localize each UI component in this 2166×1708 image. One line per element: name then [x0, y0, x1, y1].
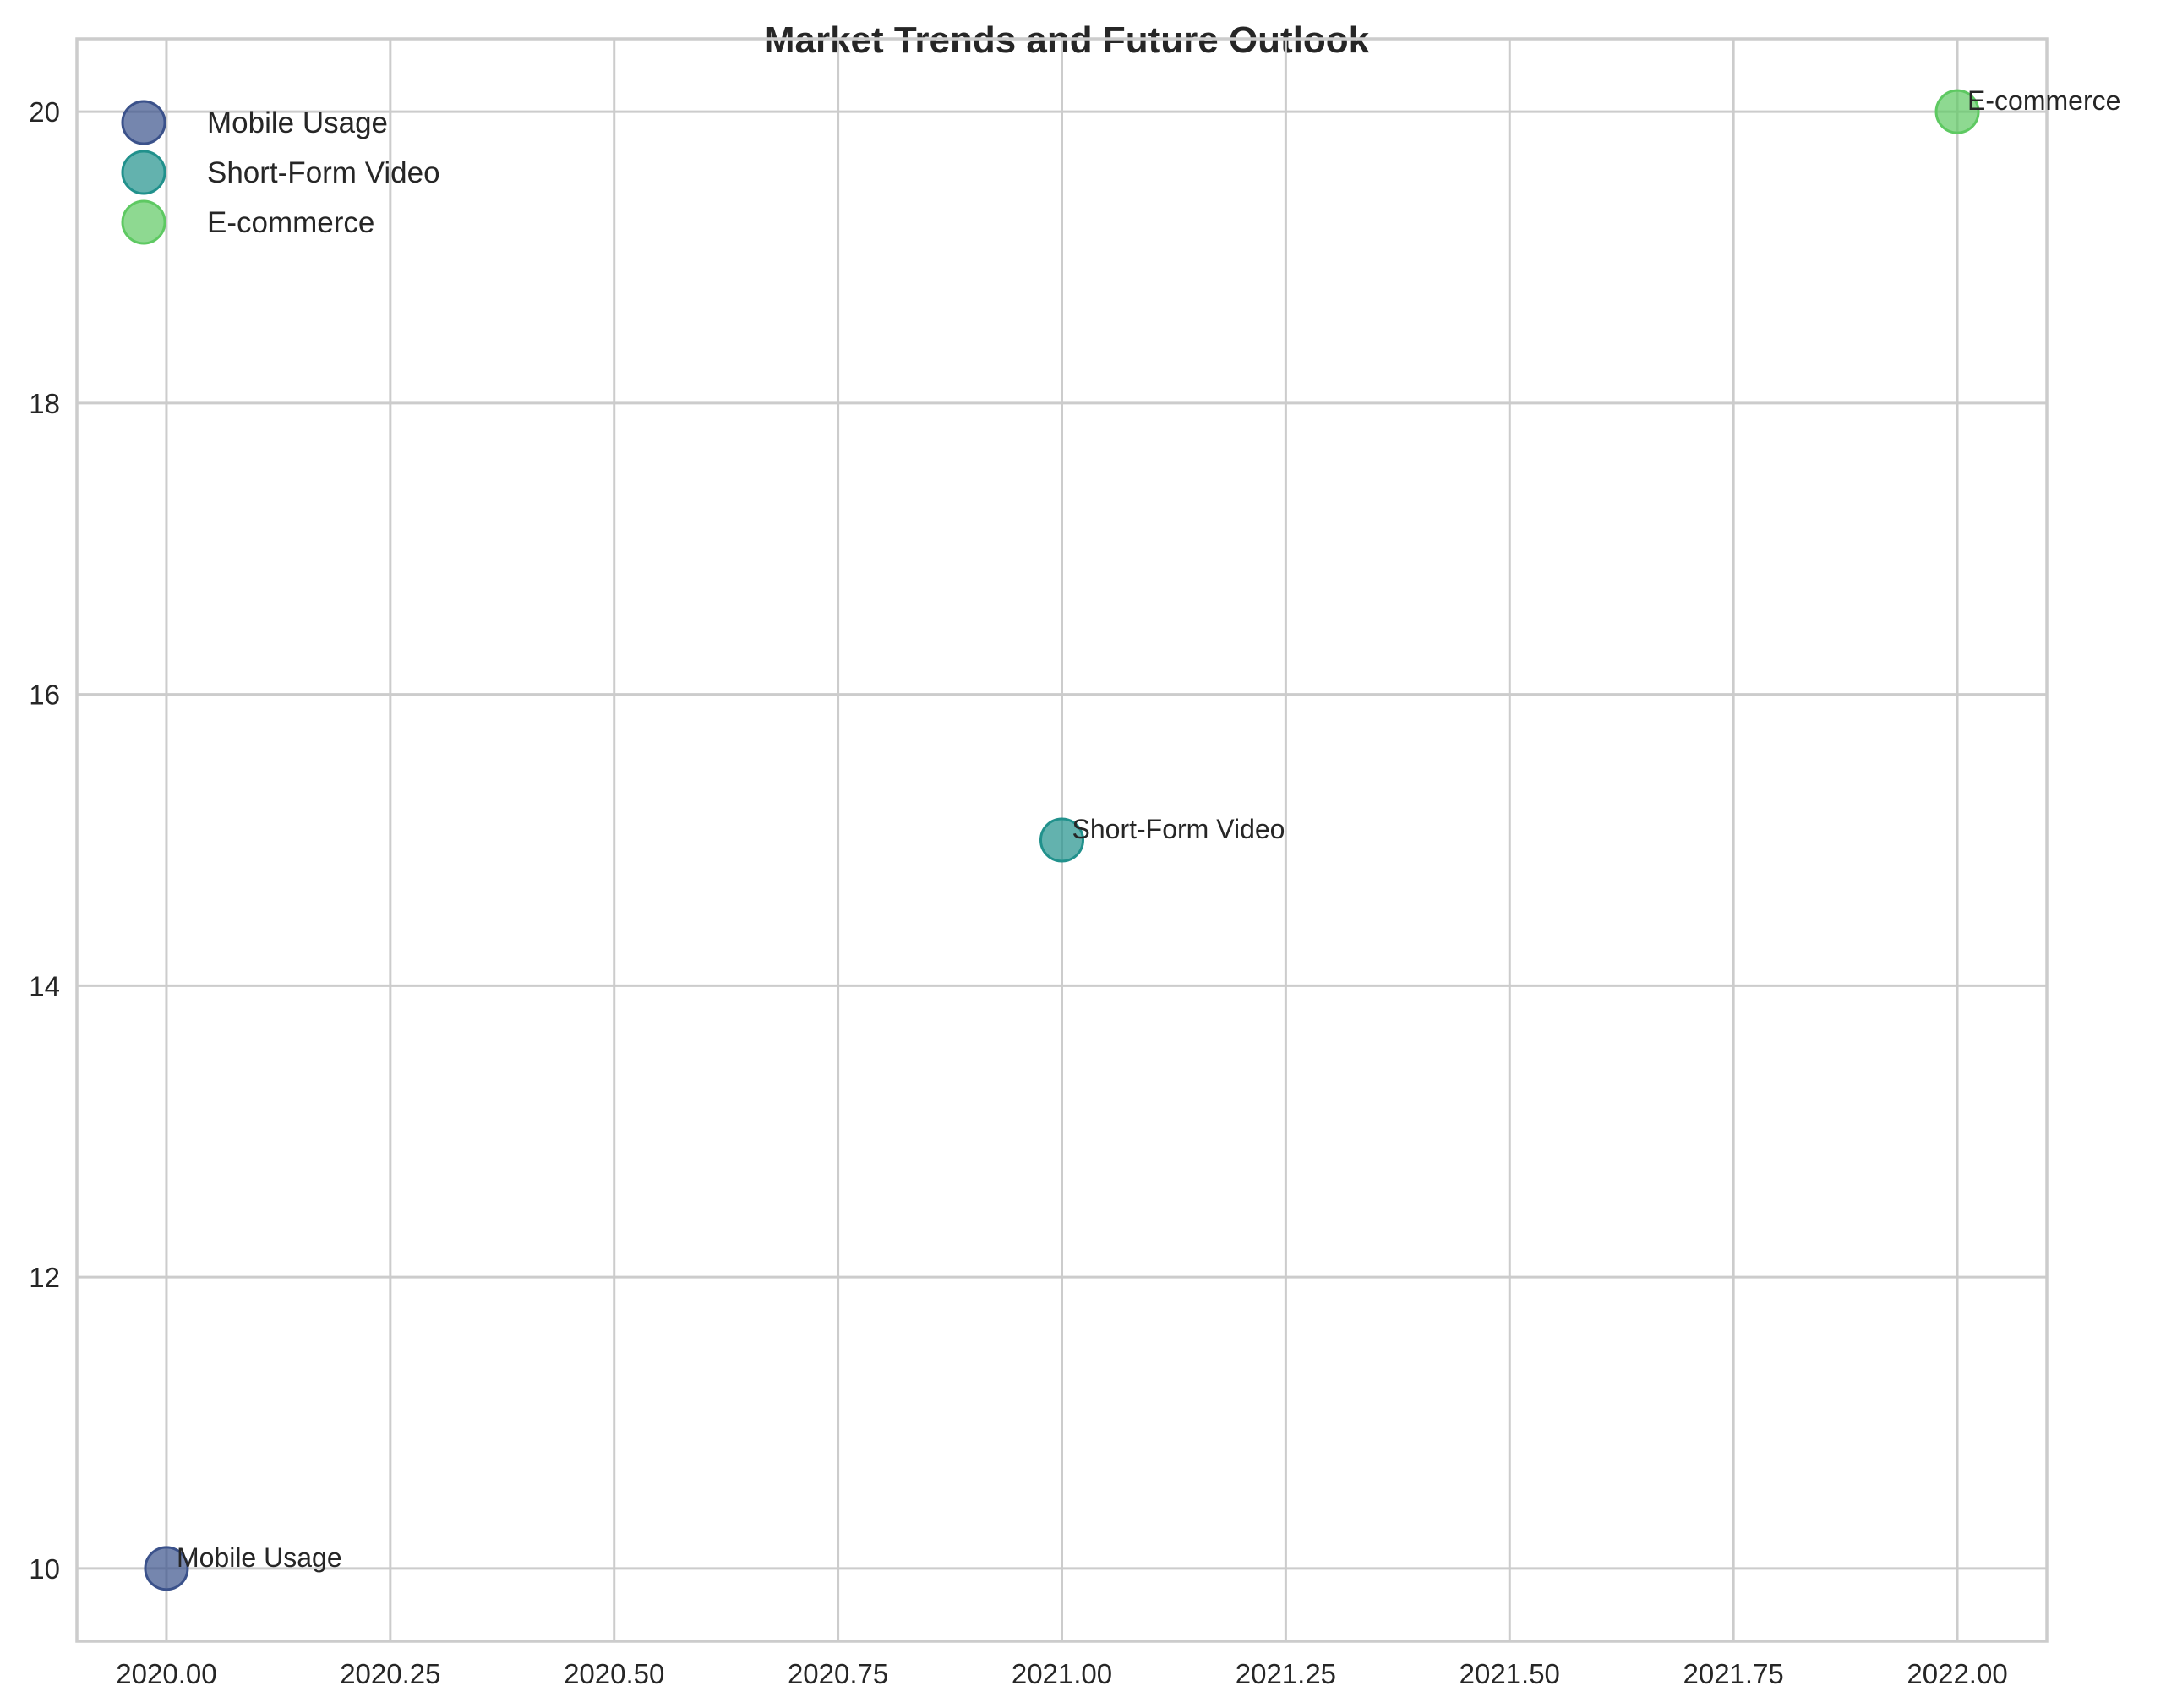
- x-tick-label: 2020.00: [116, 1658, 216, 1689]
- x-tick-label: 2021.75: [1683, 1658, 1784, 1689]
- x-tick-label: 2020.25: [340, 1658, 440, 1689]
- grid: [77, 39, 2047, 1641]
- point-label: E-commerce: [1967, 85, 2120, 116]
- x-tick-label: 2020.75: [788, 1658, 888, 1689]
- legend-label: Short-Form Video: [207, 156, 440, 189]
- y-tick-label: 16: [29, 679, 60, 711]
- plot-frame: [75, 37, 2049, 1643]
- legend-marker: [121, 100, 166, 145]
- legend-label: Mobile Usage: [207, 106, 388, 139]
- y-tick-label: 14: [29, 970, 60, 1001]
- y-tick-label: 18: [29, 388, 60, 419]
- y-tick-label: 12: [29, 1262, 60, 1293]
- point-annotations: Mobile Usage Short-Form Video E-commerce: [177, 85, 2120, 1573]
- data-point: [1039, 817, 1084, 863]
- y-axis: 10 12 14 16 18 20: [29, 96, 60, 1585]
- legend-label: E-commerce: [207, 206, 374, 239]
- y-tick-label: 10: [29, 1553, 60, 1585]
- x-axis: 2020.00 2020.25 2020.50 2020.75 2021.00 2021.…: [116, 1658, 2007, 1689]
- legend-marker: [121, 150, 166, 195]
- legend: Mobile Usage Short-Form Video E-commerce: [121, 100, 440, 245]
- data-point: [1934, 89, 1980, 134]
- x-tick-label: 2021.25: [1236, 1658, 1336, 1689]
- y-tick-label: 20: [29, 96, 60, 128]
- point-label: Short-Form Video: [1072, 814, 1285, 844]
- x-tick-label: 2021.50: [1459, 1658, 1560, 1689]
- x-tick-label: 2022.00: [1907, 1658, 2007, 1689]
- legend-marker: [121, 199, 166, 245]
- x-tick-label: 2021.00: [1012, 1658, 1112, 1689]
- data-points: [144, 89, 1980, 1591]
- x-tick-label: 2020.50: [564, 1658, 664, 1689]
- data-point: [144, 1546, 189, 1591]
- point-label: Mobile Usage: [177, 1542, 342, 1573]
